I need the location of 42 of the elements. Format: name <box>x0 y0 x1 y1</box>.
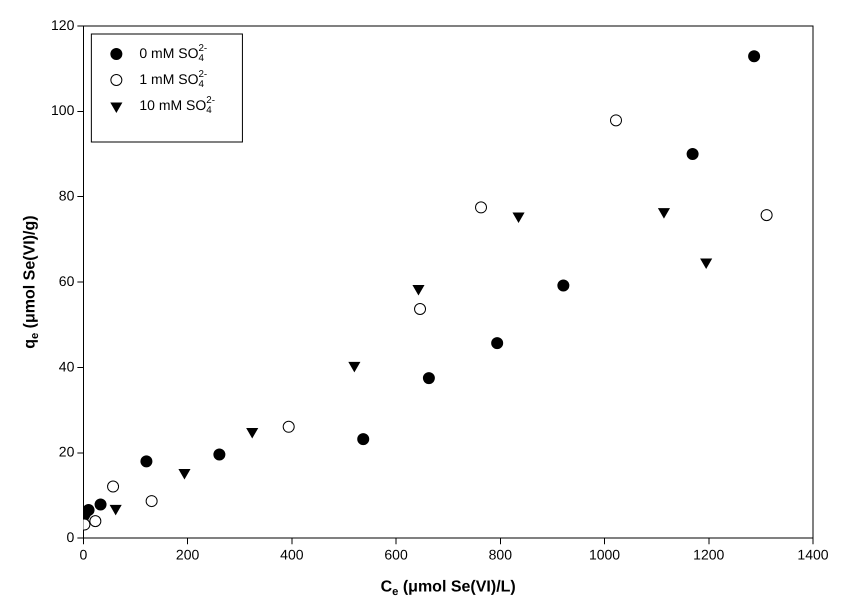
point <box>700 258 712 269</box>
point <box>178 468 190 479</box>
point <box>110 504 122 515</box>
point <box>422 372 435 384</box>
point <box>282 420 295 433</box>
x-tick-label: 600 <box>384 546 408 562</box>
point <box>357 433 370 446</box>
point <box>475 201 488 214</box>
y-axis-title: qe (μmol Se(VI)/g) <box>21 215 41 349</box>
x-tick-label: 800 <box>488 546 512 562</box>
point <box>748 50 760 62</box>
point <box>348 362 360 372</box>
y-tick-label: 40 <box>58 358 75 374</box>
point <box>414 302 426 315</box>
point <box>89 515 102 528</box>
y-tick-label: 80 <box>58 188 75 204</box>
point <box>658 208 670 218</box>
y-tick-label: 20 <box>58 444 75 460</box>
x-tick-label: 1000 <box>588 546 620 562</box>
y-tick-label: 100 <box>51 102 75 118</box>
point <box>83 504 95 516</box>
point <box>246 428 258 438</box>
point <box>610 114 622 126</box>
point <box>107 480 120 493</box>
point <box>94 498 107 510</box>
point <box>512 212 524 222</box>
y-tick-label: 0 <box>66 529 75 546</box>
point <box>146 495 158 508</box>
x-tick-label: 200 <box>176 546 200 562</box>
point <box>140 455 152 468</box>
x-tick-label: 1400 <box>797 546 829 562</box>
y-tick-label: 120 <box>51 16 75 33</box>
point <box>412 285 424 296</box>
x-tick-label: 400 <box>280 546 304 562</box>
point <box>491 337 504 350</box>
point <box>760 209 773 222</box>
x-tick-label: 0 <box>79 546 88 562</box>
point <box>686 148 699 160</box>
point <box>213 448 226 461</box>
y-tick-label: 60 <box>58 272 75 289</box>
x-tick-label: 1200 <box>693 546 725 562</box>
point <box>557 280 570 292</box>
